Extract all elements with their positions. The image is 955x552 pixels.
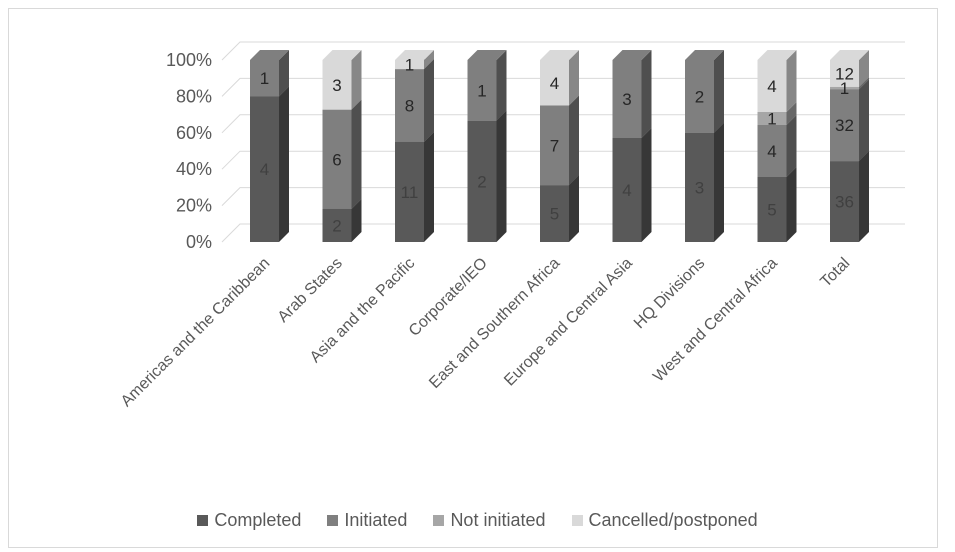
bar-segment-initiated xyxy=(685,50,724,133)
bar-segment-initiated xyxy=(467,50,507,121)
bar-segment-cancelled-postponed xyxy=(322,50,362,110)
bar-segment-cancelled-postponed xyxy=(540,50,579,106)
data-label-not-initiated: 1 xyxy=(840,79,849,98)
data-label-initiated: 4 xyxy=(767,142,776,161)
gridlines xyxy=(221,41,905,243)
data-label-cancelled-postponed: 4 xyxy=(550,74,559,93)
category-label: Americas and the Caribbean xyxy=(118,255,273,410)
data-label-completed: 4 xyxy=(622,181,631,200)
bar-segment-completed xyxy=(467,110,507,243)
gridline xyxy=(221,223,905,243)
bars xyxy=(250,50,869,243)
y-tick-label: 20% xyxy=(176,196,212,216)
data-label-cancelled-postponed: 3 xyxy=(332,76,341,95)
data-label-cancelled-postponed: 4 xyxy=(767,77,776,96)
bar-segment-completed xyxy=(250,86,289,243)
y-tick-label: 80% xyxy=(176,86,212,106)
data-label-initiated: 6 xyxy=(332,150,341,169)
data-label-completed: 5 xyxy=(550,205,559,224)
bar-segment-cancelled-postponed xyxy=(757,50,797,112)
category-label: Total xyxy=(817,255,853,291)
legend-label: Initiated xyxy=(344,510,408,530)
bar-segment-initiated xyxy=(250,50,289,97)
category-label: East and Southern Africa xyxy=(426,255,563,392)
y-tick-label: 40% xyxy=(176,159,212,179)
data-label-initiated: 32 xyxy=(835,116,854,135)
bar-segment-completed xyxy=(612,128,652,242)
category-label: Arab States xyxy=(275,255,346,326)
legend-item-cancelled-postponed: Cancelled/postponed xyxy=(571,510,758,531)
data-label-completed: 2 xyxy=(477,172,486,191)
y-tick-label: 100% xyxy=(166,50,212,70)
data-label-initiated: 8 xyxy=(405,97,414,116)
legend-swatch xyxy=(197,515,209,526)
data-label-completed: 2 xyxy=(332,216,341,235)
bar-segment-cancelled-postponed xyxy=(395,50,434,70)
data-label-initiated: 2 xyxy=(695,87,704,106)
bar-segment-completed xyxy=(540,175,579,242)
data-label-initiated: 1 xyxy=(477,81,486,100)
category-label: Europe and Central Asia xyxy=(501,255,636,390)
gridline xyxy=(221,150,905,170)
legend-item-completed: Completed xyxy=(197,510,301,531)
data-label-not-initiated: 1 xyxy=(767,110,776,129)
category-label: HQ Divisions xyxy=(631,255,708,332)
category-label: West and Central Africa xyxy=(650,255,781,386)
bar-segment-cancelled-postponed xyxy=(830,50,869,87)
y-axis-ticks: 0% 20% 40% 60% 80% 100% xyxy=(166,50,212,252)
y-tick-label: 0% xyxy=(186,232,212,252)
bar-segment-completed xyxy=(685,122,724,242)
legend-swatch xyxy=(433,515,445,526)
gridline xyxy=(221,41,905,61)
legend: Completed Initiated Not initiated Cancelled… xyxy=(0,510,955,531)
gridline xyxy=(221,114,905,134)
data-label-completed: 36 xyxy=(835,193,854,212)
legend-swatch xyxy=(327,515,339,526)
legend-label: Cancelled/postponed xyxy=(588,510,758,530)
bar-segment-initiated xyxy=(612,50,652,138)
data-label-completed: 11 xyxy=(401,183,419,202)
data-label-completed: 5 xyxy=(767,201,776,220)
data-label-initiated: 1 xyxy=(260,69,269,88)
data-label-cancelled-postponed: 12 xyxy=(835,64,854,83)
bar-segment-initiated xyxy=(540,95,579,186)
data-label-completed: 3 xyxy=(695,178,704,197)
data-label-initiated: 3 xyxy=(622,90,631,109)
bar-segment-initiated xyxy=(322,99,362,209)
legend-item-not-initiated: Not initiated xyxy=(433,510,546,531)
data-label-cancelled-postponed: 1 xyxy=(405,56,414,75)
legend-item-initiated: Initiated xyxy=(327,510,407,531)
gridline xyxy=(221,187,905,206)
y-tick-label: 60% xyxy=(176,123,212,143)
legend-label: Completed xyxy=(214,510,302,530)
data-label-initiated: 7 xyxy=(550,136,559,155)
bar-segment-completed xyxy=(757,167,797,242)
gridline xyxy=(221,77,905,97)
bar-segment-initiated xyxy=(395,59,434,142)
x-axis-categories: Americas and the Caribbean Arab StatesAsi… xyxy=(118,255,853,410)
legend-swatch xyxy=(571,515,583,526)
data-label-completed: 4 xyxy=(260,160,269,179)
legend-label: Not initiated xyxy=(450,510,546,530)
